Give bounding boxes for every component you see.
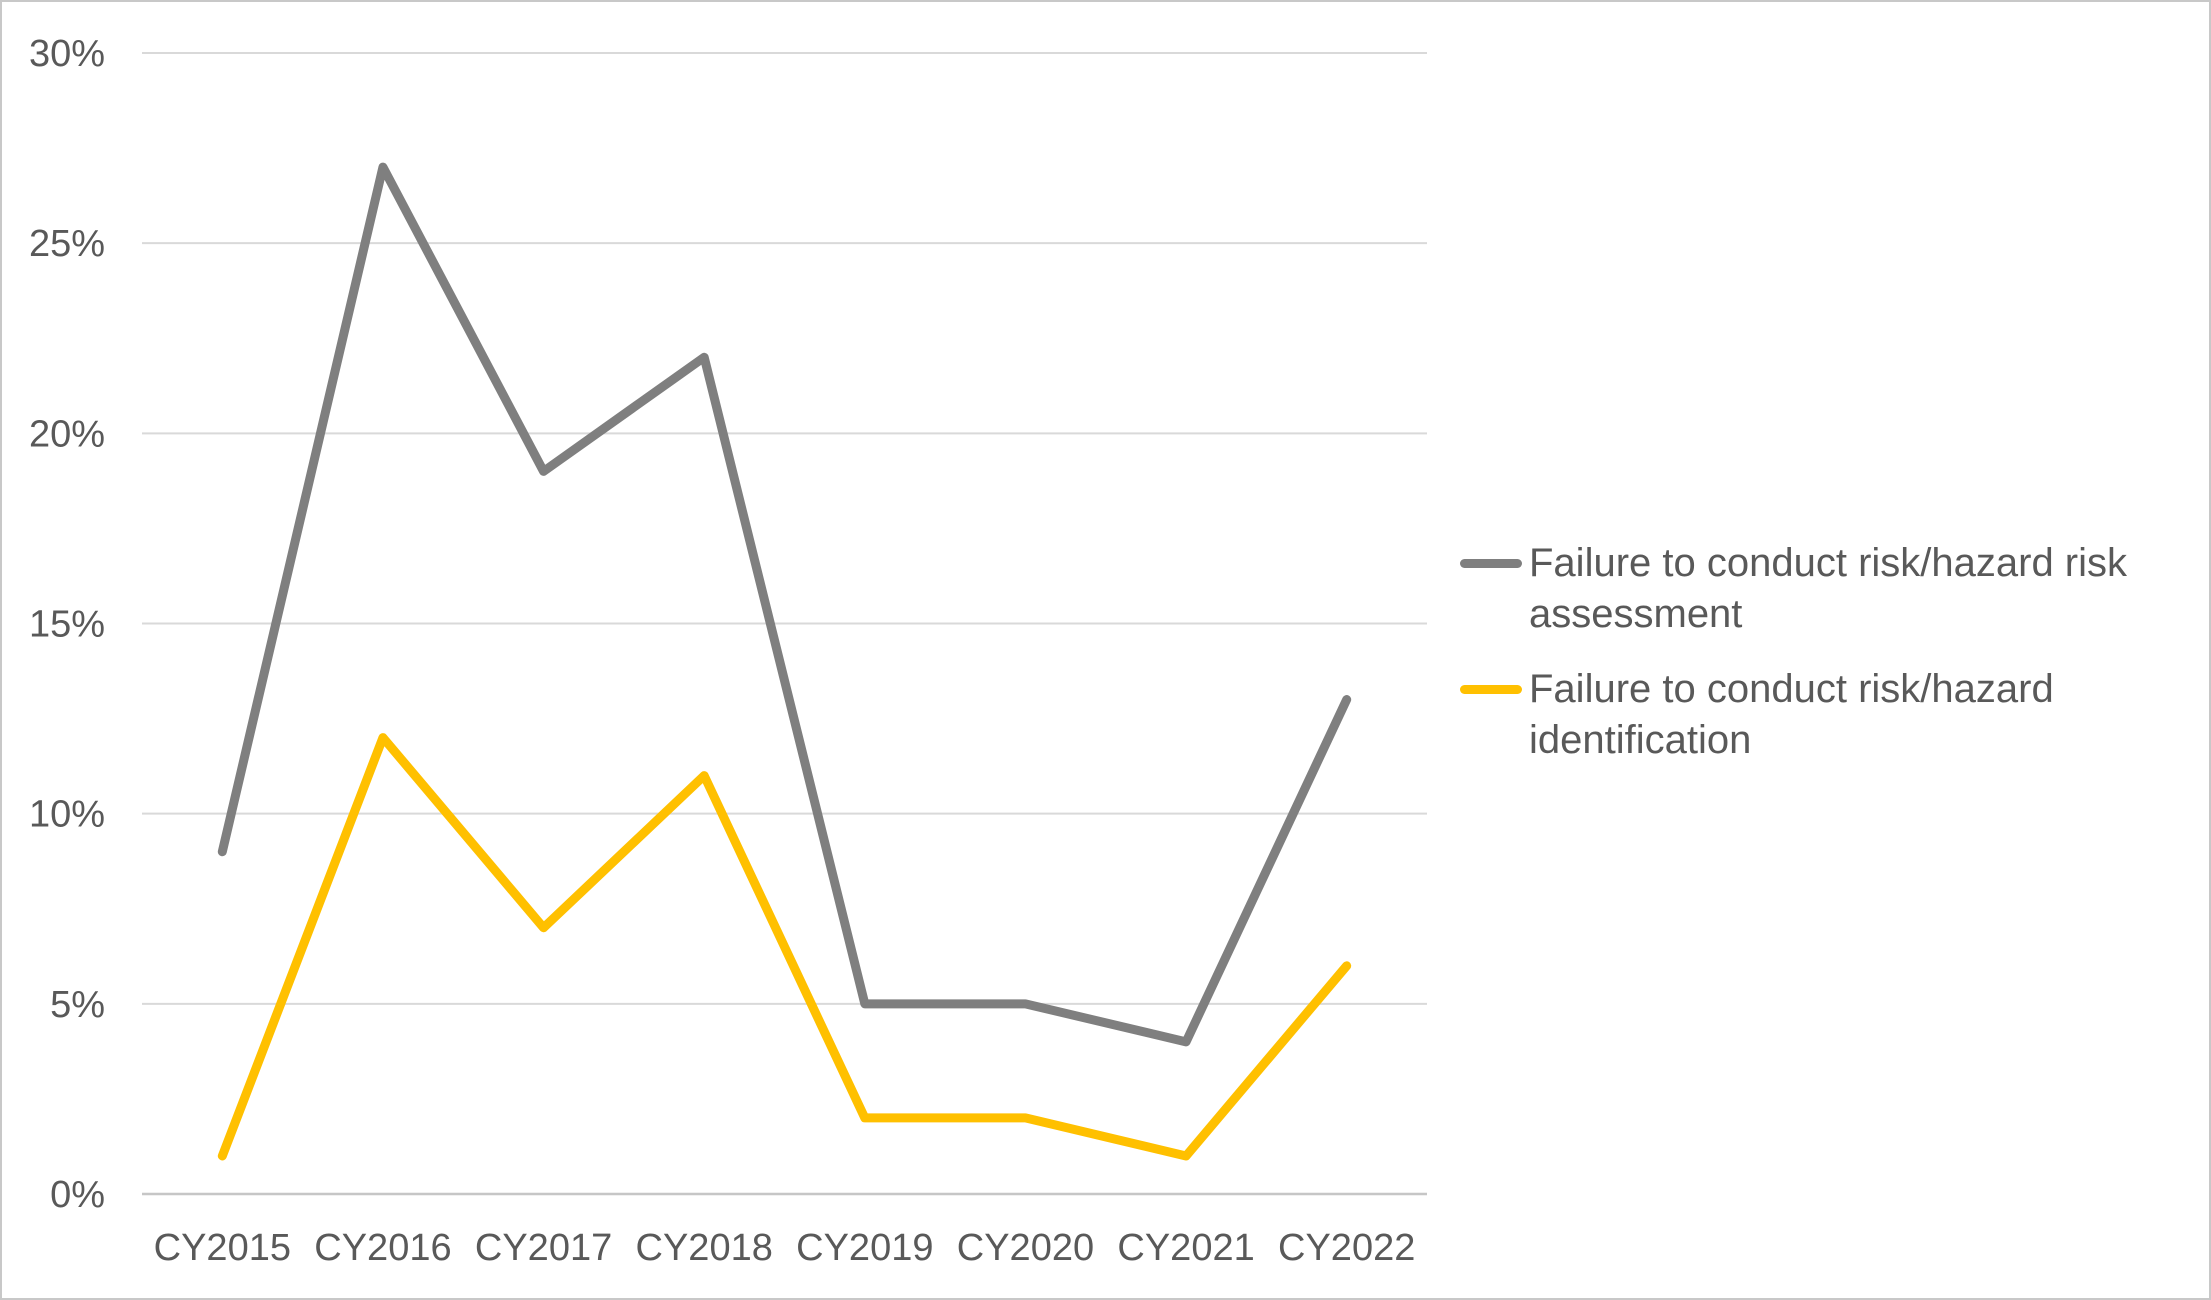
y-tick-label: 5%	[50, 984, 105, 1026]
legend-entry-risk-identification: Failure to conduct risk/hazard identific…	[1460, 664, 2209, 766]
chart-legend: Failure to conduct risk/hazard risk asse…	[1460, 538, 2209, 766]
y-tick-label: 10%	[29, 794, 105, 836]
legend-label-risk-assessment: Failure to conduct risk/hazard risk asse…	[1529, 541, 2128, 636]
y-tick-label: 30%	[29, 33, 105, 75]
x-tick-label: CY2015	[154, 1227, 291, 1269]
legend-swatch-risk-identification	[1460, 685, 1522, 694]
x-tick-label: CY2018	[636, 1227, 773, 1269]
x-tick-label: CY2021	[1117, 1227, 1254, 1269]
x-tick-label: CY2022	[1278, 1227, 1415, 1269]
y-tick-label: 15%	[29, 604, 105, 646]
legend-entry-risk-assessment: Failure to conduct risk/hazard risk asse…	[1460, 538, 2209, 640]
y-tick-label: 20%	[29, 413, 105, 455]
series-line	[217, 162, 1352, 1047]
series-line	[217, 733, 1352, 1161]
x-tick-label: CY2019	[796, 1227, 933, 1269]
y-tick-label: 25%	[29, 223, 105, 265]
x-tick-label: CY2017	[475, 1227, 612, 1269]
x-tick-label: CY2016	[314, 1227, 451, 1269]
y-tick-label: 0%	[50, 1174, 105, 1216]
legend-label-risk-identification: Failure to conduct risk/hazard identific…	[1529, 667, 2054, 762]
legend-swatch-risk-assessment	[1460, 559, 1522, 568]
x-tick-label: CY2020	[957, 1227, 1094, 1269]
